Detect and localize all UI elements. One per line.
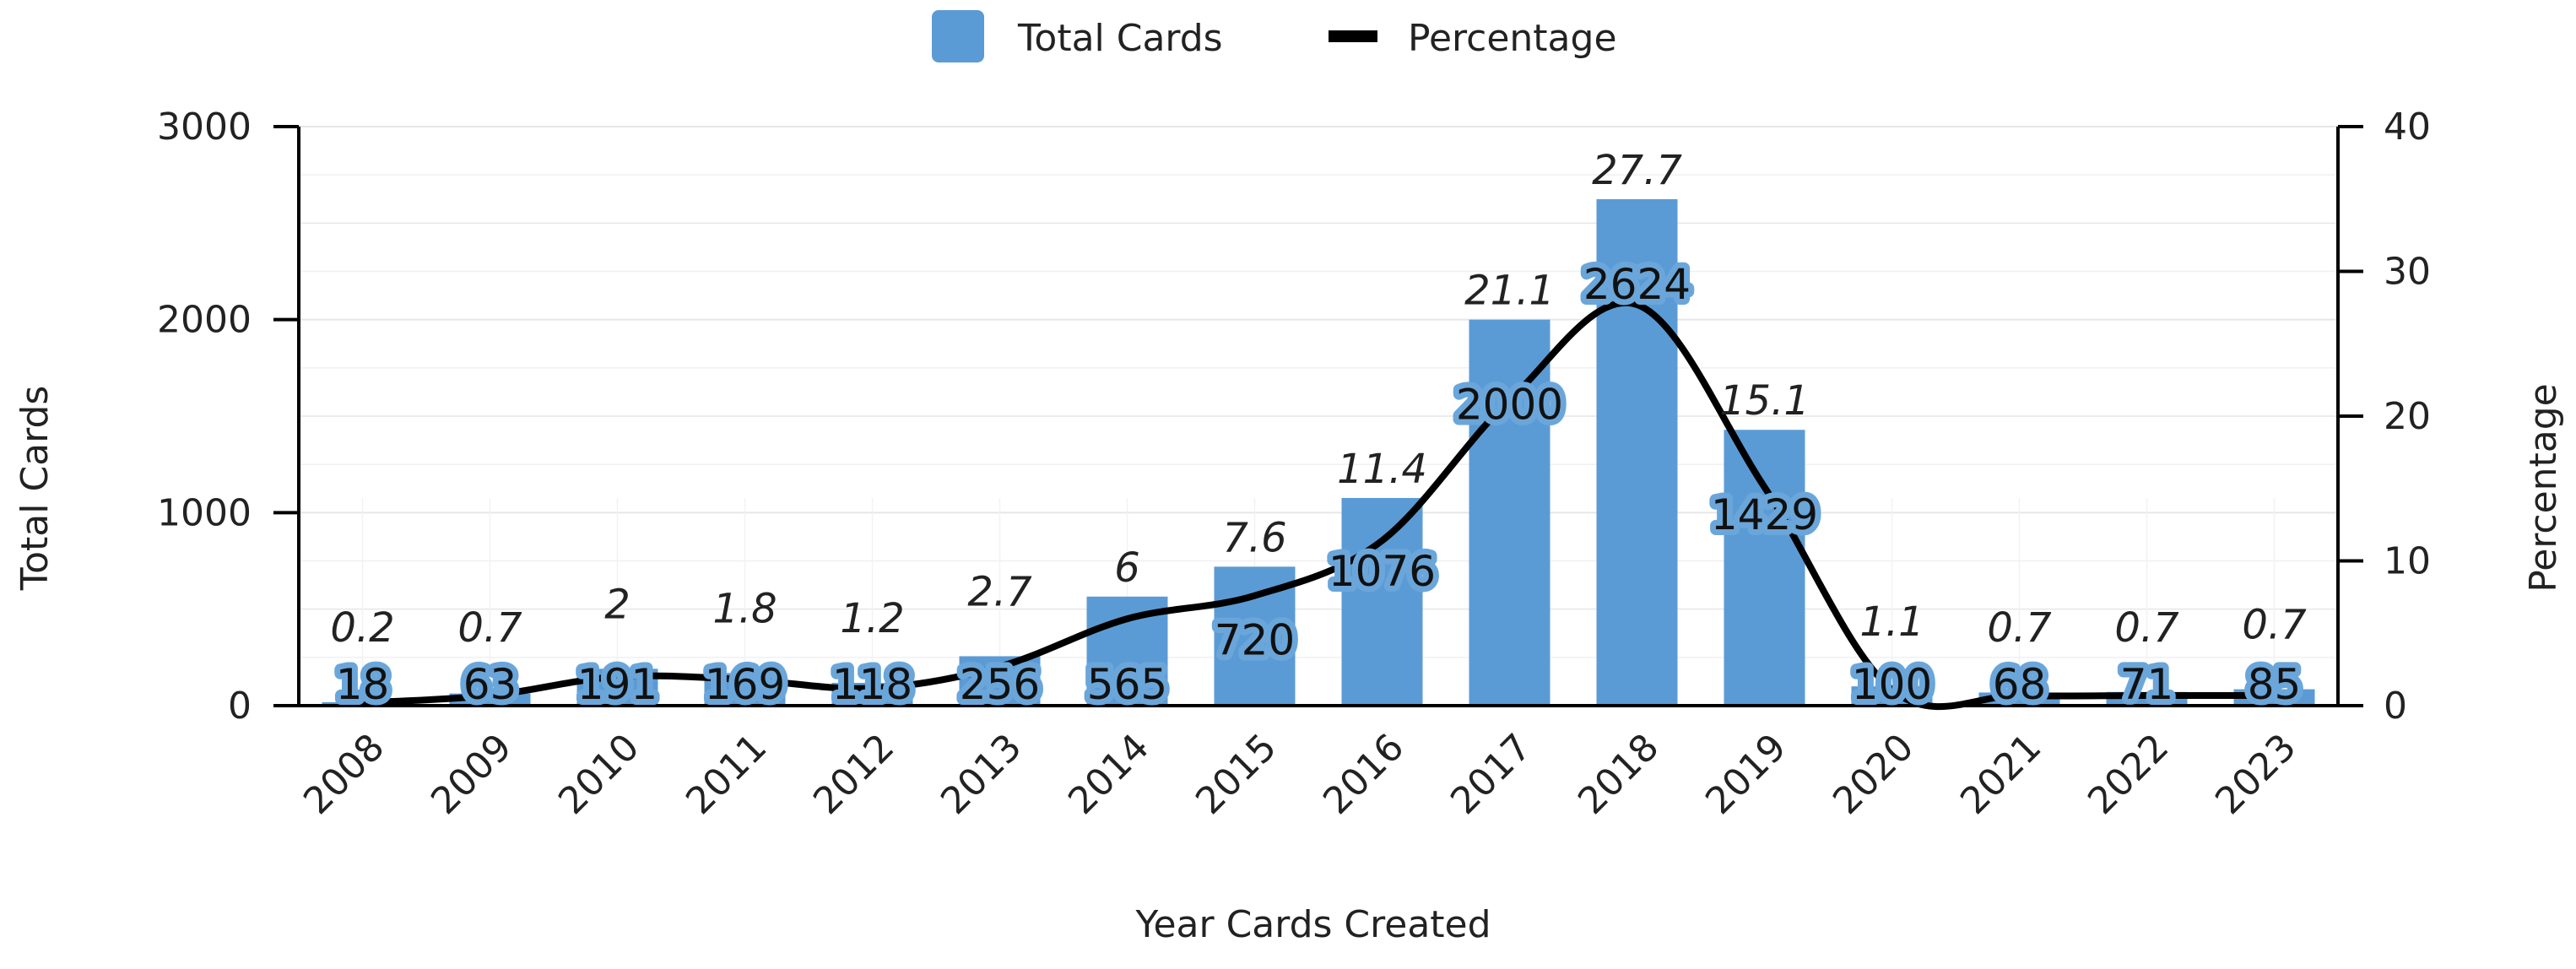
x-tick-label: 2009 (423, 726, 520, 823)
legend-label-percentage: Percentage (1408, 17, 1617, 60)
percentage-value-label: 15.1 (1719, 377, 1810, 425)
y2-tick-label: 30 (2384, 251, 2431, 294)
x-tick-label: 2022 (2080, 726, 2177, 823)
percentage-value-label: 6 (1114, 544, 1140, 592)
bar (1596, 198, 1678, 706)
legend-swatch-percentage (1329, 30, 1377, 42)
bar-value-label: 71 (2120, 660, 2174, 709)
x-tick-label: 2008 (295, 726, 392, 823)
data-labels: 18 63 191 169 118 256 565 720 1076 2000 2624 1429 10… (330, 147, 2308, 715)
x-tick-label: 2010 (550, 726, 647, 823)
y2-tick-label: 10 (2384, 540, 2431, 583)
x-tick-label: 2021 (1952, 726, 2049, 823)
bar-value-label: 85 (2248, 660, 2302, 709)
x-tick-label: 2018 (1570, 726, 1667, 823)
percentage-value-label: 0.7 (2114, 604, 2179, 652)
bar-value-label: 63 (463, 660, 517, 709)
x-tick-label: 2016 (1315, 726, 1412, 823)
bar-value-label: 68 (1993, 660, 2047, 709)
bar-value-label: 1076 (1329, 547, 1436, 596)
bar (1341, 497, 1423, 706)
x-tick-label: 2011 (678, 726, 775, 823)
percentage-value-label: 2 (604, 581, 630, 628)
bar-value-label: 100 (1852, 660, 1932, 709)
percentage-value-label: 11.4 (1337, 446, 1427, 493)
bar-value-label: 1429 (1711, 490, 1818, 539)
y-axis-title: Total Cards (14, 386, 57, 592)
axes (273, 125, 2363, 707)
y2-tick-label: 20 (2384, 395, 2431, 438)
y2-tick-label: 40 (2384, 106, 2431, 149)
bar-value-label: 191 (577, 660, 658, 709)
bar-value-label: 2000 (1456, 381, 1563, 430)
percentage-value-label: 0.7 (2242, 602, 2307, 649)
bar (1724, 430, 1805, 706)
y-tick-label: 2000 (157, 299, 252, 342)
y-tick-label: 3000 (157, 106, 252, 149)
y-tick-label: 1000 (157, 491, 252, 534)
percentage-value-label: 1.2 (840, 595, 904, 642)
x-axis-title: Year Cards Created (1134, 903, 1491, 946)
y-tick-label: 0 (228, 685, 252, 728)
percentage-value-label: 21.1 (1464, 268, 1555, 315)
bar-value-label: 2624 (1583, 260, 1691, 309)
x-tick-label: 2012 (805, 726, 902, 823)
x-tick-label: 2023 (2207, 726, 2304, 823)
bar-value-label: 118 (832, 660, 912, 709)
percentage-value-label: 0.2 (330, 604, 394, 652)
x-tick-label: 2017 (1442, 726, 1540, 823)
bar-value-label: 720 (1215, 615, 1295, 664)
legend-swatch-total-cards (932, 10, 984, 62)
percentage-value-label: 1.8 (712, 585, 777, 632)
x-tick-label: 2014 (1060, 726, 1157, 823)
bars (322, 198, 2315, 706)
percentage-value-label: 7.6 (1222, 514, 1286, 561)
percentage-value-label: 0.7 (457, 604, 522, 652)
bar-value-label: 256 (960, 660, 1040, 709)
percentage-value-label: 27.7 (1592, 147, 1682, 194)
legend: Total Cards Percentage (932, 10, 1617, 62)
legend-label-total-cards: Total Cards (1017, 17, 1223, 60)
x-tick-label: 2013 (933, 726, 1030, 823)
percentage-value-label: 2.7 (967, 568, 1032, 615)
x-tick-label: 2020 (1825, 726, 1922, 823)
y2-tick-label: 0 (2384, 685, 2407, 728)
y2-axis-title: Percentage (2522, 383, 2565, 593)
percentage-value-label: 1.1 (1859, 598, 1924, 646)
bar-value-label: 169 (705, 660, 785, 709)
x-tick-label: 2015 (1188, 726, 1285, 823)
percentage-value-label: 0.7 (1987, 604, 2052, 652)
x-tick-label: 2019 (1697, 726, 1794, 823)
bar-value-label: 565 (1087, 660, 1167, 709)
bar-value-label: 18 (336, 660, 390, 709)
bar (1469, 319, 1550, 706)
